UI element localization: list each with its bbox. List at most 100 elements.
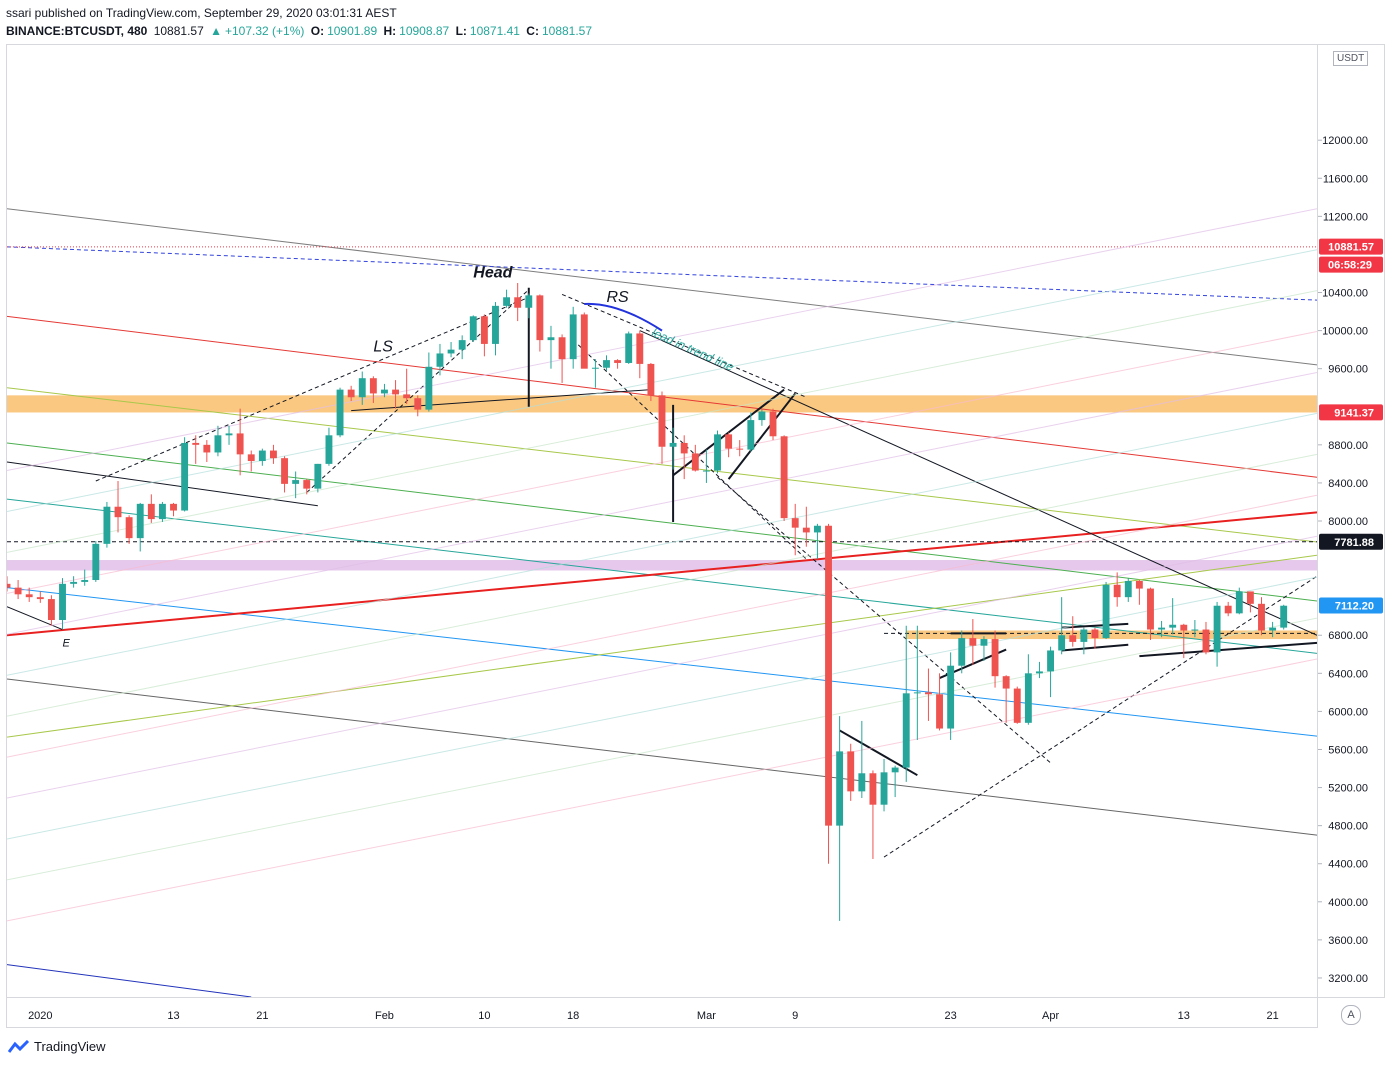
candle-body xyxy=(536,295,544,341)
candle-body xyxy=(669,442,677,447)
y-tick-label: 10400.00 xyxy=(1322,288,1368,300)
symbol-label[interactable]: BINANCE:BTCUSDT, 480 xyxy=(6,24,148,38)
rs-arc xyxy=(584,302,663,332)
y-tick-label: 12000.00 xyxy=(1322,135,1368,147)
candle-body xyxy=(1246,591,1254,604)
countdown-tag xyxy=(1319,256,1383,273)
candle-body xyxy=(469,316,477,341)
candle-body xyxy=(347,389,355,398)
candle-body xyxy=(81,580,89,582)
candle-body xyxy=(247,454,255,462)
candle-body xyxy=(314,463,322,489)
annotation-label: E xyxy=(63,638,71,650)
time-axis[interactable] xyxy=(6,998,1318,1028)
price-tag-label: 7112.20 xyxy=(1335,601,1374,613)
candle-body xyxy=(991,639,999,677)
channel-line-blue-dashed xyxy=(7,246,1317,301)
candle-body xyxy=(924,692,932,695)
annotation-label: RS xyxy=(606,289,629,306)
candle-body xyxy=(392,389,400,395)
x-tick-label: Mar xyxy=(697,1010,716,1022)
x-tick-label: 18 xyxy=(567,1010,579,1022)
x-tick-label: 10 xyxy=(478,1010,490,1022)
footer-brand[interactable]: TradingView xyxy=(7,1039,106,1054)
down-trend-line-left xyxy=(7,461,318,507)
fan-line xyxy=(7,371,1317,635)
fan-line xyxy=(7,658,1317,922)
candle-body xyxy=(1058,635,1066,651)
candle-body xyxy=(1124,580,1132,598)
y-tick-label: 4800.00 xyxy=(1328,821,1368,833)
auto-scale-button[interactable]: A xyxy=(1341,1005,1361,1025)
candle-body xyxy=(1158,627,1166,630)
price-tag-label: 7781.88 xyxy=(1334,537,1374,549)
channel-line-olive-rising xyxy=(7,554,1317,738)
candle-body xyxy=(947,665,955,729)
x-tick-label: 2020 xyxy=(28,1010,52,1022)
candle-body xyxy=(813,525,821,533)
candle-body xyxy=(336,389,344,436)
fan-line xyxy=(7,535,1317,799)
candle-body xyxy=(147,503,155,520)
last-price: 10881.57 xyxy=(153,24,204,38)
candle-body xyxy=(802,527,810,533)
candle-body xyxy=(691,453,699,471)
candle-body xyxy=(1169,624,1177,628)
candle-body xyxy=(1180,624,1188,631)
candle-body xyxy=(25,594,33,598)
candle-body xyxy=(236,433,244,455)
candle-body xyxy=(702,470,710,472)
y-tick-label: 4400.00 xyxy=(1328,859,1368,871)
candle-body xyxy=(225,433,233,436)
channel-line-green xyxy=(7,442,1317,602)
candle-body xyxy=(858,773,866,792)
candle-body xyxy=(891,767,899,773)
x-tick-label: Apr xyxy=(1042,1010,1059,1022)
candle-body xyxy=(1135,580,1143,589)
candle-body xyxy=(303,480,311,489)
candle-body xyxy=(480,316,488,344)
high-value: 10908.87 xyxy=(399,24,450,38)
y-tick-label: 5200.00 xyxy=(1328,783,1368,795)
candle-body xyxy=(836,751,844,826)
x-tick-label: 23 xyxy=(945,1010,957,1022)
currency-badge[interactable]: USDT xyxy=(1333,51,1369,66)
candle-body xyxy=(369,378,377,394)
fan-line xyxy=(7,453,1317,717)
hs-channel-up-upper xyxy=(95,296,529,482)
y-tick-label: 11200.00 xyxy=(1323,211,1368,223)
candle-body xyxy=(1102,584,1110,639)
candle-body xyxy=(847,751,855,792)
price-axis[interactable] xyxy=(1318,44,1385,998)
low-label: L: xyxy=(455,24,467,38)
tradingview-logo-icon xyxy=(7,1039,30,1054)
y-tick-label: 9600.00 xyxy=(1328,364,1368,376)
candle-body xyxy=(414,398,422,410)
candle-body xyxy=(1013,688,1021,723)
candle-body xyxy=(114,506,122,518)
fan-line xyxy=(7,617,1317,881)
hs-channel-down-upper xyxy=(561,293,807,398)
candle-body xyxy=(1069,635,1077,642)
plot-area[interactable] xyxy=(6,44,1318,998)
annotation-label: LS xyxy=(373,339,393,356)
candle-body xyxy=(14,587,22,595)
high-label: H: xyxy=(383,24,397,38)
candle-body xyxy=(1113,584,1121,598)
candle-body xyxy=(181,442,189,511)
close-label: C: xyxy=(526,24,539,38)
x-tick-label: 21 xyxy=(1266,1010,1278,1022)
price-tag xyxy=(1319,533,1383,550)
candle-body xyxy=(980,639,988,646)
hs-channel-down-lower xyxy=(572,339,807,560)
zone-1 xyxy=(7,560,1317,571)
annotation-label: Head xyxy=(473,264,513,281)
candle-body xyxy=(170,503,177,511)
y-tick-label: 11600.00 xyxy=(1323,173,1368,185)
rising-dashed-line xyxy=(883,575,1317,858)
candle-body xyxy=(969,638,977,646)
candle-body xyxy=(214,435,222,453)
y-tick-label: 8800.00 xyxy=(1328,440,1368,452)
candle-body xyxy=(458,340,466,350)
